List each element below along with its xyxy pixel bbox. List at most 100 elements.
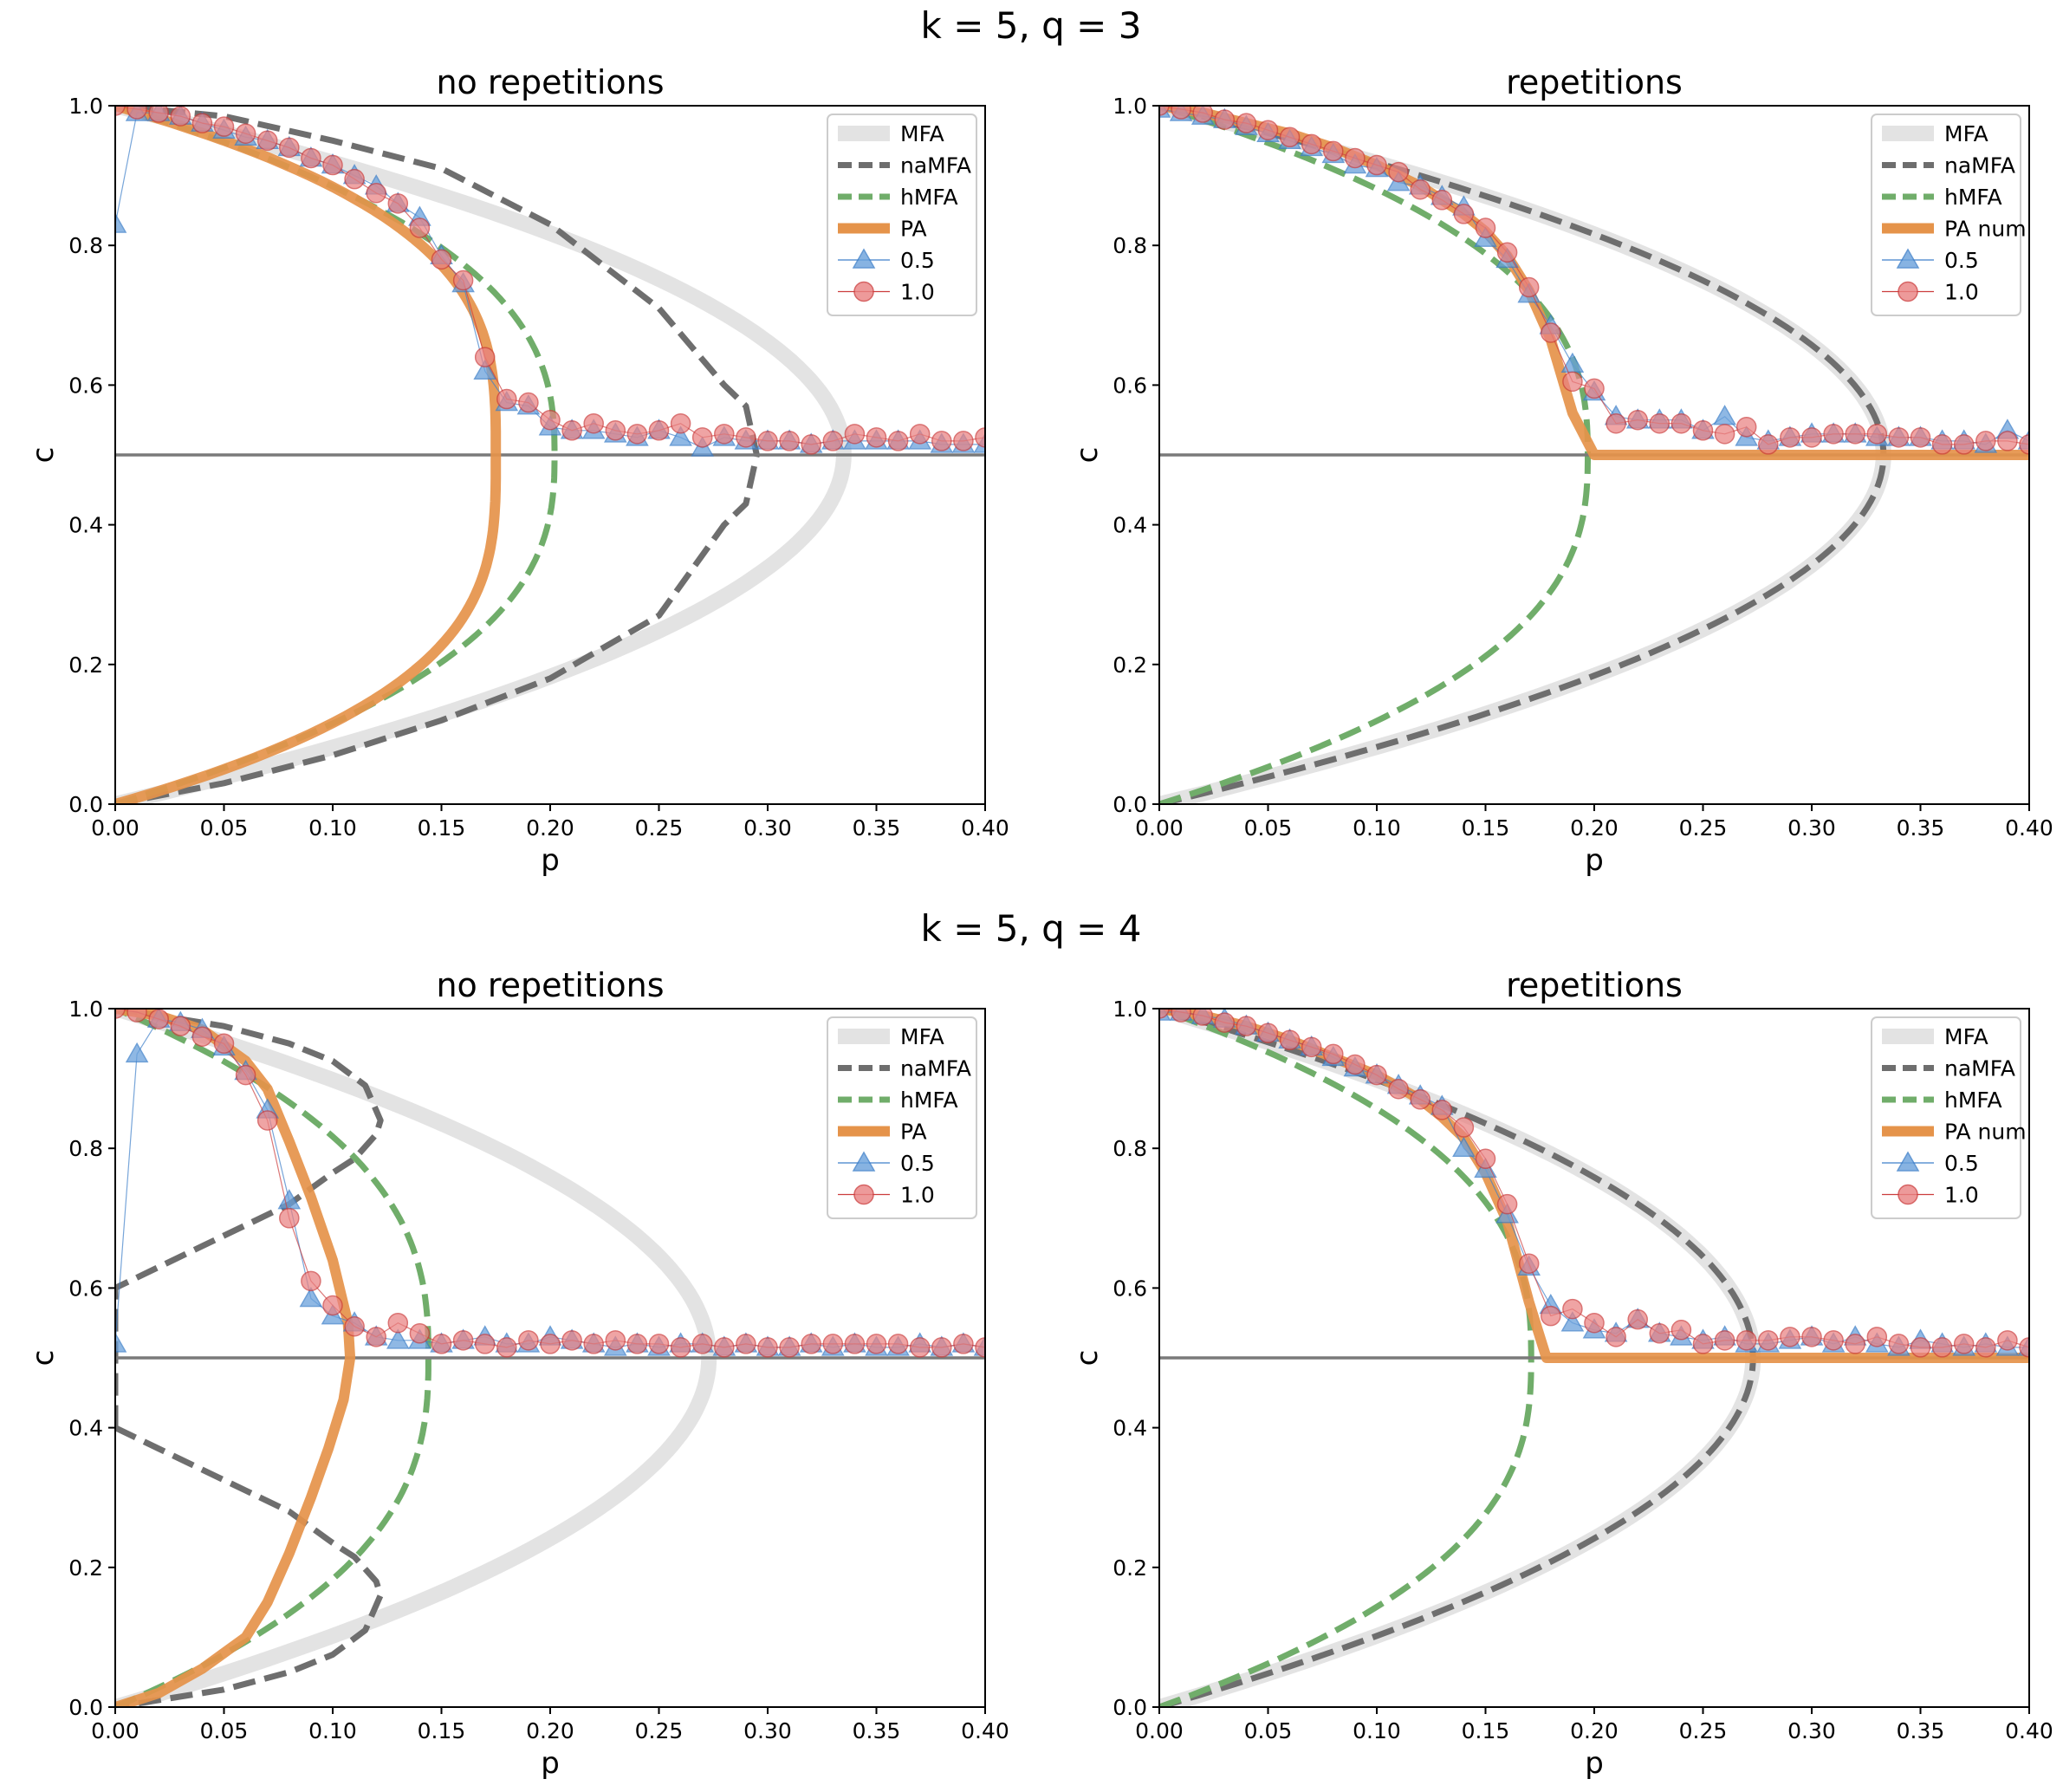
series-1.0-marker-1 [1171,1009,1191,1023]
legend-label: MFA [1944,121,1988,146]
series-1.0-marker-29 [736,1334,756,1354]
legend-label: MFA [900,1024,944,1049]
series-1.0-marker-1 [127,106,147,120]
series-1.0-marker-34 [1888,1334,1910,1354]
x-tick-label: 0.40 [961,815,1009,841]
x-tick-label: 0.15 [418,815,466,841]
series-0.5-marker-1 [125,1042,149,1063]
series-1.0-marker-32 [801,1334,821,1354]
x-tick-label: 0.35 [1897,1718,1945,1743]
x-tick-label: 0.25 [1679,1718,1728,1743]
x-tick-label: 0.15 [1462,815,1510,841]
legend-handle-0.5-marker [1896,1151,1920,1172]
series-1.0-marker-13 [387,1312,409,1334]
legend-label: hMFA [900,1088,958,1113]
series-1.0-marker-3 [1214,1012,1236,1033]
series-1.0-marker-12 [366,1327,386,1347]
chart-panel-3: 0.00 0.05 0.10 0.15 0.20 0.25 0.30 0.35 0.40 0.0 0… [26,966,1009,1781]
x-tick-label: 0.05 [1244,1718,1293,1743]
y-tick-label: 0.0 [1113,1695,1147,1720]
series-1.0-marker-10 [322,1295,343,1316]
series-1.0-marker-33 [1866,1327,1888,1347]
series-1.0-marker-0 [115,1009,126,1019]
legend-label: hMFA [1944,185,2002,210]
series-1.0-marker-3 [170,1016,191,1036]
x-tick-label: 0.25 [635,815,684,841]
series-1.0-marker-20 [540,409,561,431]
series-1.0-marker-24 [626,1334,648,1354]
x-tick-label: 0.20 [526,815,574,841]
legend-handle-0.5-marker [852,248,876,269]
x-tick-label: 0.30 [743,815,792,841]
series-1.0-marker-25 [1692,1334,1714,1354]
y-tick-label: 0.2 [68,1555,103,1581]
y-tick-label: 0.4 [1113,1416,1147,1441]
chart-panel-4: 0.00 0.05 0.10 0.15 0.20 0.25 0.30 0.35 0.40 0.0 0… [1070,966,2053,1781]
series-1.0-marker-6 [1279,127,1301,148]
series-1.0-marker-9 [301,1270,321,1292]
series-0.5-marker-26 [1713,405,1736,425]
plot-area [115,1009,985,1707]
y-tick-label: 1.0 [68,997,103,1022]
series-1.0-marker-37 [909,424,931,445]
y-axis-label: c [1070,1350,1105,1367]
series-1.0-marker-35 [1910,1337,1931,1358]
y-tick-label: 0.0 [68,1695,103,1720]
plot-area [115,106,985,804]
series-0.5-marker-17 [473,359,496,380]
series-1.0-marker-10 [1366,154,1387,176]
series-1.0-marker-35 [1910,427,1931,448]
y-tick-label: 0.0 [68,792,103,817]
legend-label: PA num [1944,217,2027,242]
series-1.0-marker-19 [1562,1298,1583,1320]
series-hmfa-line [115,106,558,804]
series-1.0-marker-29 [1780,427,1800,448]
series-1.0-marker-17 [474,1334,496,1354]
x-tick-label: 0.40 [2005,815,2053,841]
plot-area [1159,1009,2029,1707]
x-tick-label: 0.15 [1462,1718,1510,1743]
y-tick-label: 0.6 [68,373,103,398]
series-1.0-marker-25 [648,420,670,441]
legend-label: naMFA [1944,1056,2015,1081]
y-tick-label: 0.4 [68,1416,103,1441]
series-1.0-marker-8 [279,137,300,159]
x-axis-label: p [541,843,560,878]
series-1.0-marker-14 [1453,204,1475,224]
legend-label: 0.5 [900,1151,935,1176]
series-1.0-marker-39 [953,431,974,451]
legend-label: MFA [1944,1024,1988,1049]
y-tick-label: 0.8 [68,233,103,258]
plot-area [1159,106,2029,804]
y-axis-label: c [26,447,61,464]
series-1.0-marker-36 [887,431,909,451]
series-1.0-marker-2 [1192,1009,1213,1026]
series-1.0-marker-36 [887,1334,909,1354]
x-tick-label: 0.30 [1787,815,1836,841]
series-0.5-marker-26 [669,425,692,446]
x-tick-label: 0.25 [635,1718,684,1743]
legend-handle-1.0-marker [1898,1184,1918,1205]
series-1.0-marker-18 [496,388,517,410]
series-1.0-marker-30 [757,431,778,451]
series-1.0-marker-7 [256,1110,278,1131]
x-tick-label: 0.35 [853,815,901,841]
series-1.0-marker-33 [822,1334,844,1354]
legend-label: MFA [900,121,944,146]
series-1.0-marker-33 [1866,424,1888,445]
series-1.0-marker-4 [1236,1016,1257,1036]
series-1.0-marker-27 [691,427,713,448]
series-1.0-marker-23 [1649,412,1671,434]
series-0.5-marker-19 [1560,352,1585,373]
series-1.0-marker-13 [1431,1100,1453,1120]
x-tick-label: 0.00 [91,1718,139,1743]
series-1.0-marker-17 [1518,276,1540,298]
x-tick-label: 0.05 [200,1718,249,1743]
series-1.0-marker-21 [561,420,582,441]
legend: MFA naMFA hMFA PA 0.5 1.0 [827,114,977,316]
x-tick-label: 0.00 [91,815,139,841]
y-tick-label: 0.2 [1113,653,1147,678]
series-namfa-lower-line [115,1425,384,1707]
series-1.0-marker-28 [1758,434,1779,455]
series-1.0-marker-19 [1562,371,1583,393]
